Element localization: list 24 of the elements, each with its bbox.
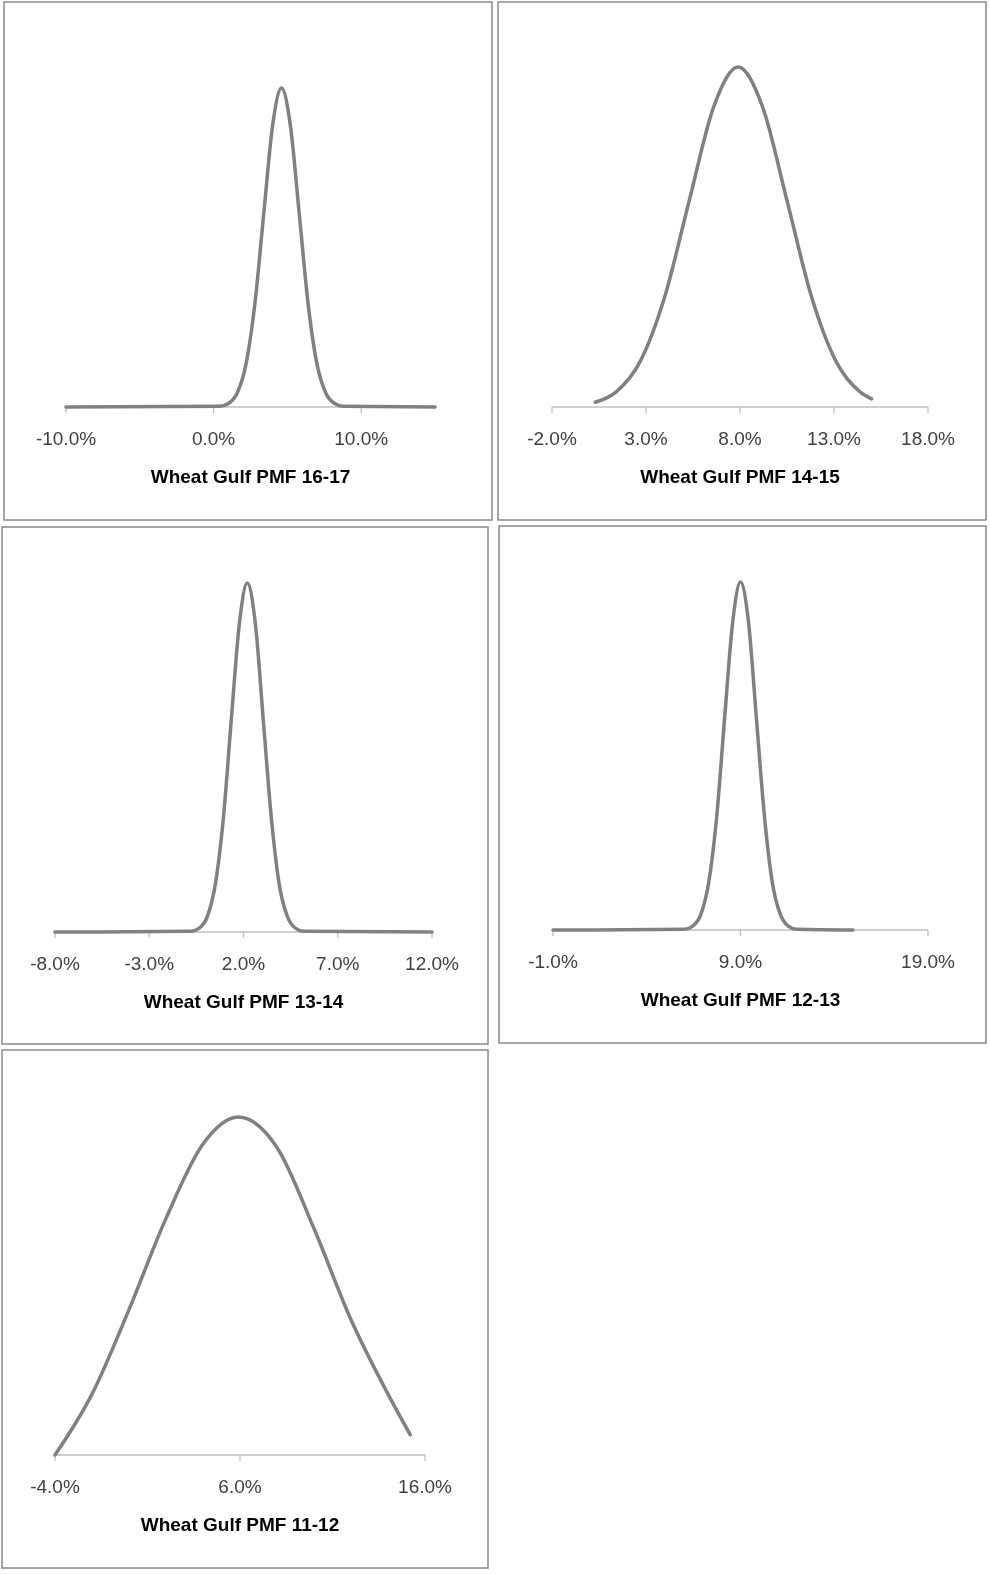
x-tick-label: 18.0%	[901, 428, 956, 449]
x-tick-label: -10.0%	[35, 428, 97, 449]
x-axis-title: Wheat Gulf PMF 12-13	[640, 989, 841, 1010]
x-tick-label: -1.0%	[528, 951, 578, 972]
x-tick-label: 16.0%	[398, 1476, 453, 1497]
x-tick-label: 19.0%	[901, 951, 956, 972]
x-tick-label: 13.0%	[807, 428, 862, 449]
x-tick-label: -4.0%	[30, 1476, 80, 1497]
x-tick-label: -8.0%	[30, 953, 80, 974]
x-tick-label: 7.0%	[316, 953, 360, 974]
x-axis-title: Wheat Gulf PMF 14-15	[640, 466, 841, 487]
x-tick-label: -2.0%	[527, 428, 577, 449]
x-tick-label: 3.0%	[624, 428, 668, 449]
x-axis-title: Wheat Gulf PMF 11-12	[140, 1514, 340, 1535]
x-tick-label: 8.0%	[718, 428, 762, 449]
x-axis-title: Wheat Gulf PMF 16-17	[150, 466, 351, 487]
x-axis-title: Wheat Gulf PMF 13-14	[143, 991, 344, 1012]
x-tick-label: 10.0%	[334, 428, 389, 449]
x-tick-label: 0.0%	[191, 428, 236, 449]
x-tick-label: 6.0%	[218, 1476, 262, 1497]
x-tick-label: 12.0%	[405, 953, 460, 974]
x-tick-label: -3.0%	[124, 953, 175, 974]
x-tick-label: 2.0%	[221, 953, 266, 974]
x-tick-label: 9.0%	[718, 951, 763, 972]
